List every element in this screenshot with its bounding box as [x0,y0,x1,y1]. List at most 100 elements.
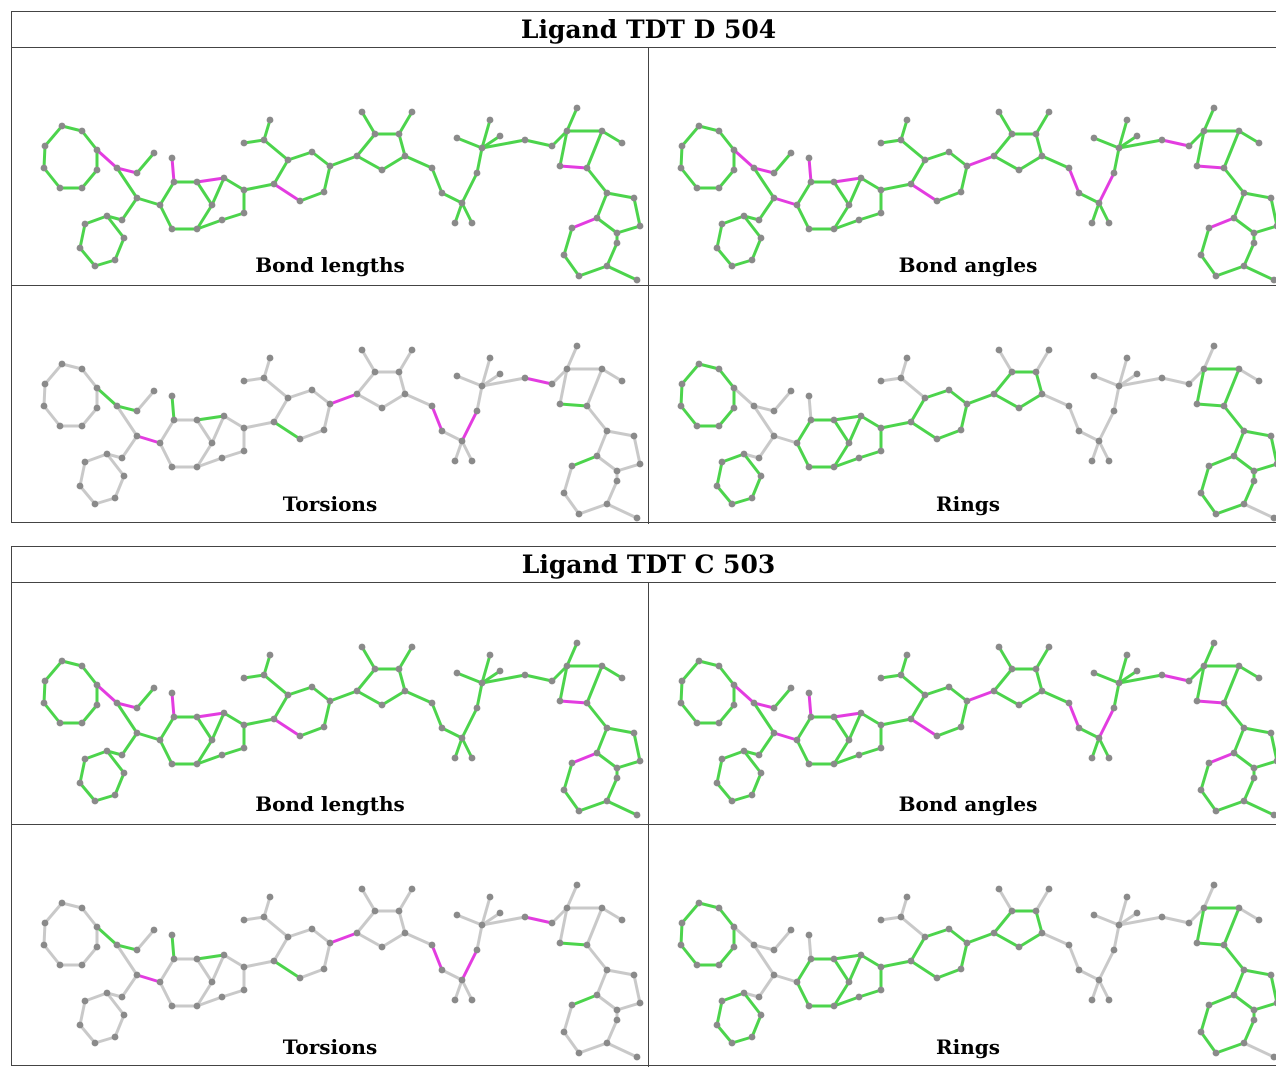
atom [240,377,248,385]
atom [1115,679,1123,687]
atom [358,108,366,116]
bond [455,374,484,388]
bond [577,799,609,813]
bond [772,731,799,742]
atom [408,108,416,116]
bond [585,129,604,170]
atom [451,996,459,1004]
atom [855,993,863,1001]
bond [480,673,527,685]
bond [220,211,246,222]
atom [1158,913,1166,921]
atom [630,971,638,979]
bond [879,959,913,969]
bond [93,793,117,803]
atom [755,216,763,224]
atom [740,989,748,997]
atom [260,671,268,679]
bond [170,933,176,961]
bond [113,474,126,500]
atom [1015,404,1023,412]
atom [296,974,304,982]
bond [605,429,636,438]
atom [133,946,141,954]
atom [855,454,863,462]
atom [270,715,278,723]
bond [453,439,464,463]
bond [859,414,883,430]
bond [1232,726,1246,755]
atom [1270,811,1276,819]
bond [1199,1030,1218,1055]
panel-rings: Rings [649,825,1276,1067]
bond [480,376,527,388]
bond [1117,376,1164,388]
bond [732,386,756,408]
atom [855,751,863,759]
panel-torsions: Torsions [12,286,649,524]
atom [496,132,504,140]
bond [355,132,377,158]
atom [428,402,436,410]
bond [1242,191,1273,200]
atom [678,380,686,388]
bond [1034,909,1044,935]
bond [120,973,139,999]
atom [1250,1006,1258,1014]
bond [1199,788,1218,813]
atom [56,184,64,192]
atom [193,713,201,721]
panel-bond-angles: Bond angles [649,48,1276,286]
atom [907,180,915,188]
atom [678,142,686,150]
bond [105,749,126,775]
bond [992,154,1021,172]
atom [486,354,494,362]
atom [438,189,446,197]
atom [1205,224,1213,232]
atom [1123,116,1131,124]
bond [1232,751,1256,770]
atom [40,941,48,949]
bond [460,736,474,760]
bond [460,978,474,1002]
bond [717,406,736,428]
bond [1117,673,1164,685]
bond [570,751,599,765]
bond [605,1018,619,1045]
atom [284,933,292,941]
bond [93,496,117,506]
atom [730,923,738,931]
atom [266,893,274,901]
bond [120,196,139,222]
atom [156,736,164,744]
atom [995,108,1003,116]
bond [1199,491,1218,516]
atom [563,365,571,373]
bond [1222,129,1241,170]
bond [565,883,579,910]
atom [1270,276,1276,284]
bond [1097,439,1111,463]
bond [43,124,64,148]
atom [1123,354,1131,362]
atom [320,426,328,434]
bond [680,901,701,925]
bond [899,118,909,142]
atom [1197,251,1205,259]
bond [832,456,861,469]
molecule-diagram [677,881,1276,1061]
bond [1214,502,1246,516]
atom [613,229,621,237]
bond [992,909,1014,935]
atom [1110,169,1118,177]
atom [730,404,738,412]
bond [1242,799,1276,817]
bond [992,392,1021,410]
atom [713,482,721,490]
atom [857,174,865,182]
atom [438,724,446,732]
bond [1092,136,1121,150]
bond [1187,367,1206,386]
bond [1269,973,1276,1005]
